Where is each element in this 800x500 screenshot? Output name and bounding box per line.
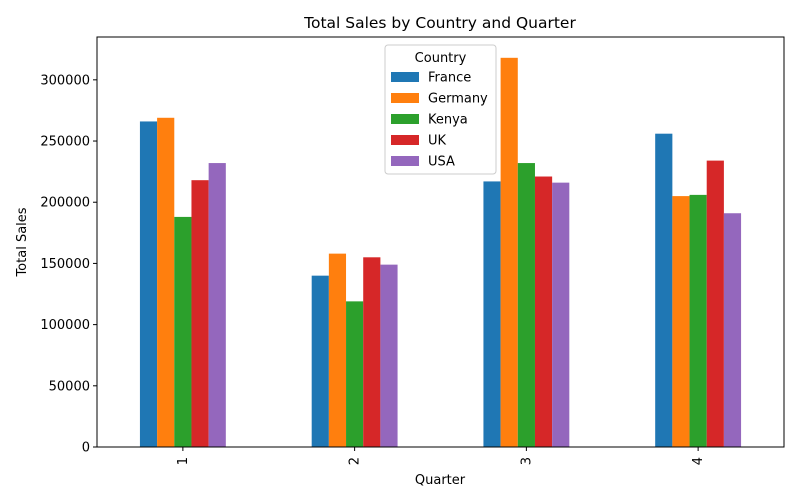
bar-france-q3	[483, 181, 501, 448]
legend-label-usa: USA	[428, 155, 455, 170]
legend: Country France Germany Kenya UK USA	[384, 44, 497, 175]
y-tick-label: 300000	[40, 73, 90, 88]
chart-title: Total Sales by Country and Quarter	[303, 14, 576, 32]
y-tick-label: 0	[82, 441, 90, 456]
x-tick-label: 3	[519, 457, 534, 465]
bar-usa-q4	[723, 213, 742, 447]
bars-layer	[139, 57, 742, 448]
legend-swatch-france	[391, 72, 419, 82]
x-axis-label: Quarter	[415, 473, 466, 488]
x-tick-label: 2	[348, 457, 363, 465]
legend-swatch-kenya	[391, 114, 419, 124]
x-tick-label: 4	[691, 457, 706, 465]
bar-uk-q3	[534, 176, 553, 447]
bar-uk-q2	[363, 257, 381, 447]
y-tick-label: 50000	[49, 379, 90, 394]
bar-germany-q4	[672, 196, 690, 447]
legend-swatch-usa	[391, 156, 419, 166]
bar-kenya-q4	[689, 194, 707, 447]
bar-kenya-q1	[174, 216, 192, 447]
bar-france-q2	[311, 275, 329, 447]
plot-frame	[96, 36, 785, 448]
legend-label-germany: Germany	[428, 92, 488, 107]
y-tick-label: 100000	[40, 318, 90, 333]
bar-usa-q2	[380, 264, 398, 447]
bar-uk-q1	[191, 180, 209, 447]
bar-france-q4	[655, 133, 673, 447]
bar-france-q1	[139, 121, 158, 447]
y-tick-label: 150000	[40, 257, 90, 272]
legend-label-kenya: Kenya	[428, 113, 468, 128]
bar-kenya-q3	[517, 163, 535, 447]
bar-germany-q2	[328, 253, 347, 447]
legend-label-france: France	[428, 71, 471, 86]
bar-germany-q3	[500, 57, 518, 448]
legend-title: Country	[415, 51, 467, 66]
axes-layer: 0 50000 100000 150000 200000 250000 300000 1 2 3 4	[40, 36, 785, 465]
bar-usa-q3	[552, 182, 570, 447]
x-tick-label: 1	[176, 457, 191, 465]
legend-label-uk: UK	[428, 134, 447, 149]
bar-uk-q4	[706, 160, 724, 448]
legend-swatch-germany	[391, 93, 419, 103]
y-tick-label: 250000	[40, 135, 90, 150]
bar-kenya-q2	[346, 301, 364, 447]
bar-germany-q1	[157, 117, 175, 447]
y-axis-label: Total Sales	[15, 207, 30, 277]
bar-usa-q1	[208, 163, 226, 447]
legend-swatch-uk	[391, 135, 419, 145]
y-tick-label: 200000	[40, 196, 90, 211]
